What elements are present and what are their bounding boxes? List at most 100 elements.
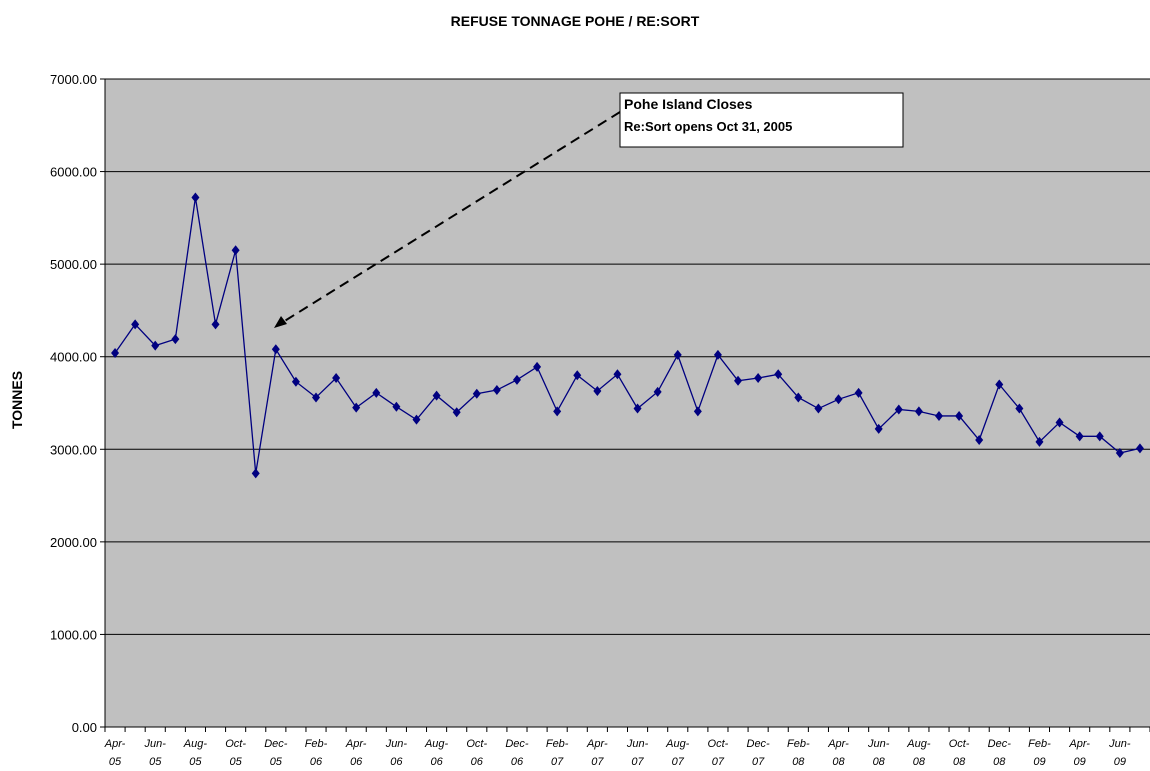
- data-point: [713, 349, 722, 360]
- x-tick-label: Feb- 08: [787, 738, 810, 768]
- x-tick-label-part: Aug-: [906, 738, 931, 750]
- x-tick-label: Apr- 08: [827, 738, 849, 768]
- x-tick-label: Jun- 06: [385, 738, 408, 768]
- data-point: [593, 385, 602, 396]
- x-tick-label-part: 09: [1114, 756, 1126, 768]
- data-point: [914, 406, 923, 417]
- data-point: [111, 348, 120, 359]
- data-point: [312, 392, 321, 403]
- y-tick-label: 2000.00: [50, 535, 97, 550]
- data-point: [271, 344, 280, 355]
- series-line: [114, 197, 1141, 474]
- data-point: [673, 349, 682, 360]
- data-point: [352, 402, 361, 413]
- x-tick-label-part: 06: [310, 756, 323, 768]
- x-tick-label: Jun- 07: [626, 738, 649, 768]
- x-tick-label: Apr- 06: [345, 738, 367, 768]
- x-tick-label-part: Oct-: [949, 738, 970, 750]
- x-tick-label-part: Aug-: [183, 738, 208, 750]
- y-tick-label: 5000.00: [50, 257, 97, 272]
- annotation-text: Pohe Island Closes: [624, 96, 753, 112]
- x-tick-label: Jun- 05: [144, 738, 167, 768]
- data-point: [1095, 431, 1104, 442]
- x-tick-label: Apr- 05: [104, 738, 126, 768]
- data-point: [492, 385, 501, 396]
- x-tick-label-part: 05: [189, 756, 202, 768]
- data-point: [211, 319, 220, 330]
- data-point: [854, 387, 863, 398]
- x-tick-label: Oct- 08: [949, 738, 970, 768]
- data-point: [372, 387, 381, 398]
- x-tick-label-part: Aug-: [424, 738, 449, 750]
- annotation-box: [619, 92, 904, 148]
- x-tick-label-part: Oct-: [225, 738, 246, 750]
- x-tick-label: Aug- 07: [665, 738, 690, 768]
- x-tick-label-part: 07: [672, 756, 685, 768]
- x-tick-label-part: 08: [993, 756, 1006, 768]
- data-point: [1115, 447, 1124, 458]
- x-tick-label: Feb- 07: [546, 738, 569, 768]
- x-tick-label: Aug- 05: [183, 738, 208, 768]
- data-point: [1135, 443, 1144, 454]
- x-tick-label-part: Apr-: [586, 738, 608, 750]
- data-point: [291, 376, 300, 387]
- y-tick-label: 0.00: [72, 720, 97, 735]
- x-tick-label-part: Jun-: [385, 738, 408, 750]
- x-tick-label-part: Jun-: [867, 738, 890, 750]
- x-tick-label-part: Jun-: [144, 738, 167, 750]
- x-tick-label: Oct- 05: [225, 738, 246, 768]
- x-tick-label-part: 06: [430, 756, 443, 768]
- x-tick-label-part: Apr-: [104, 738, 126, 750]
- data-point: [794, 392, 803, 403]
- data-point: [553, 406, 562, 417]
- data-point: [472, 388, 481, 399]
- data-point: [613, 369, 622, 380]
- x-tick-label-part: 07: [591, 756, 604, 768]
- x-tick-label: Oct- 07: [708, 738, 729, 768]
- data-point: [653, 386, 662, 397]
- x-tick-label-part: Feb-: [305, 738, 328, 750]
- data-point: [774, 369, 783, 380]
- x-tick-label-part: 09: [1074, 756, 1086, 768]
- annotation-arrow: [282, 111, 621, 323]
- x-tick-label-part: Oct-: [708, 738, 729, 750]
- data-point: [512, 374, 521, 385]
- data-point: [834, 394, 843, 405]
- chart-title: REFUSE TONNAGE POHE / RE:SORT: [451, 13, 700, 29]
- x-tick-label: Dec- 08: [988, 738, 1012, 768]
- y-axis-label: TONNES: [9, 371, 25, 429]
- data-point: [432, 390, 441, 401]
- data-point: [995, 379, 1004, 390]
- x-tick-label: Feb- 09: [1028, 738, 1051, 768]
- data-point: [452, 407, 461, 418]
- x-tick-label: Dec- 05: [264, 738, 288, 768]
- data-point: [1075, 431, 1084, 442]
- x-tick-label: Aug- 06: [424, 738, 449, 768]
- x-tick-label-part: 07: [712, 756, 725, 768]
- data-point: [693, 406, 702, 417]
- y-tick-label: 6000.00: [50, 165, 97, 180]
- data-point: [1055, 417, 1064, 428]
- data-point: [191, 192, 200, 203]
- x-tick-label-part: 09: [1033, 756, 1045, 768]
- x-tick-label-part: Dec-: [747, 738, 771, 750]
- data-point: [131, 319, 140, 330]
- x-tick-label-part: 08: [873, 756, 886, 768]
- y-tick-label: 1000.00: [50, 627, 97, 642]
- x-tick-label-part: Aug-: [665, 738, 690, 750]
- x-tick-label: Aug- 08: [906, 738, 931, 768]
- data-point: [412, 414, 421, 425]
- data-point: [874, 423, 883, 434]
- x-tick-label-part: Dec-: [988, 738, 1012, 750]
- x-tick-label: Oct- 06: [466, 738, 487, 768]
- data-point: [734, 375, 743, 386]
- x-tick-label: Jun- 08: [867, 738, 890, 768]
- x-tick-label-part: 06: [390, 756, 403, 768]
- x-tick-label-part: Apr-: [345, 738, 367, 750]
- data-point: [1035, 436, 1044, 447]
- x-tick-label-part: Apr-: [1068, 738, 1090, 750]
- x-tick-label-part: Jun-: [626, 738, 649, 750]
- data-point: [533, 361, 542, 372]
- data-point: [934, 410, 943, 421]
- x-tick-label-part: 05: [270, 756, 283, 768]
